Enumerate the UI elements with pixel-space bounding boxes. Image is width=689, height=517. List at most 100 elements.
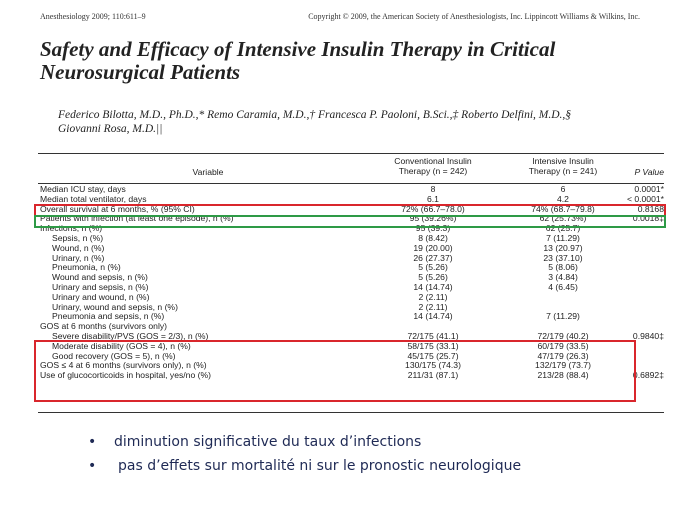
row-conventional: 14 (14.74) <box>413 311 453 322</box>
table-row: Patients with infection (at least one ep… <box>38 214 664 224</box>
table-row: Urinary and wound, n (%) 2 (2.11) <box>38 291 664 303</box>
journal-header: Anesthesiology 2009; 110:611–9 Copyright… <box>40 12 640 26</box>
row-intensive: 132/179 (73.7) <box>535 360 591 371</box>
citation: Anesthesiology 2009; 110:611–9 <box>40 12 146 21</box>
table-row: Median ICU stay, days 8 6 0.0001* <box>38 184 664 195</box>
row-label: Pneumonia and sepsis, n (%) <box>52 311 165 322</box>
row-conventional: 6.1 <box>427 193 439 204</box>
row-conventional: 5 (5.26) <box>418 262 448 273</box>
row-intensive: 4.2 <box>557 193 569 204</box>
bullet-text: pas d’effets sur mortalité ni sur le pro… <box>118 458 522 474</box>
table-row: Median total ventilator, days 6.1 4.2 < 0.0… <box>38 193 664 205</box>
row-conventional: 8 <box>430 184 436 194</box>
row-pvalue: 0.6892‡ <box>632 370 664 381</box>
bullet-text: diminution significative du taux d’infec… <box>114 434 422 450</box>
table-row: Wound and sepsis, n (%) 5 (5.26) 3 (4.84) <box>38 272 664 283</box>
row-intensive: 74% (68.7–79.8) <box>531 203 595 214</box>
col-conventional: Conventional Insulin Therapy (n = 242) <box>378 156 488 176</box>
row-label: Patients with infection (at least one ep… <box>40 213 234 224</box>
row-conventional: 211/31 (87.1) <box>407 370 459 381</box>
table-row: Wound, n (%) 19 (20.00) 13 (20.97) <box>38 242 664 254</box>
row-label: GOS ≤ 4 at 6 months (survivors only), n … <box>40 360 207 371</box>
authors-line-2: Giovanni Rosa, M.D.|| <box>58 123 163 135</box>
col-conventional-line1: Conventional Insulin <box>394 156 472 166</box>
row-pvalue: 0.0018‡ <box>632 213 664 224</box>
col-intensive-line1: Intensive Insulin <box>532 156 594 166</box>
row-label: Wound and sepsis, n (%) <box>52 272 148 283</box>
row-pvalue: 0.0001* <box>634 184 664 194</box>
row-conventional: 26 (27.37) <box>413 252 453 263</box>
row-conventional: 14 (14.74) <box>413 281 453 292</box>
article-title: Safety and Efficacy of Intensive Insulin… <box>40 38 660 84</box>
table-top-rule <box>38 153 664 154</box>
row-pvalue: 0.8168 <box>637 203 664 214</box>
col-pvalue: P Value <box>634 167 664 177</box>
col-variable: Variable <box>192 167 224 177</box>
row-label: Urinary and sepsis, n (%) <box>52 281 149 292</box>
row-label: Pneumonia, n (%) <box>52 262 121 273</box>
bullet-item: • diminution significative du taux d’infe… <box>88 430 668 454</box>
copyright: Copyright © 2009, the American Society o… <box>308 12 640 21</box>
row-label: Wound, n (%) <box>52 242 105 253</box>
row-intensive: 5 (8.06) <box>548 262 578 273</box>
col-intensive: Intensive Insulin Therapy (n = 241) <box>508 156 618 176</box>
table-row: Pneumonia, n (%) 5 (5.26) 5 (8.06) <box>38 263 664 273</box>
table-bottom-rule <box>38 412 664 413</box>
row-conventional: 95 (39.3) <box>415 223 451 234</box>
row-conventional: 72/175 (41.1) <box>407 330 459 341</box>
authors-line-1: Federico Bilotta, M.D., Ph.D.,* Remo Car… <box>58 109 572 121</box>
table-row: Urinary, wound and sepsis, n (%) 2 (2.11) <box>38 301 664 313</box>
table-row: Good recovery (GOS = 5), n (%) 45/175 (25… <box>38 350 664 362</box>
table-body: Median ICU stay, days 8 6 0.0001* Median tot… <box>38 184 664 381</box>
row-label: Severe disability/PVS (GOS = 2/3), n (%) <box>52 330 209 341</box>
row-intensive: 60/179 (33.5) <box>537 340 589 351</box>
bullet-list: • diminution significative du taux d’infe… <box>88 430 668 478</box>
row-conventional: 2 (2.11) <box>418 301 448 312</box>
row-label: Sepsis, n (%) <box>52 232 104 243</box>
row-label: Median total ventilator, days <box>40 193 147 204</box>
row-label: Infections, n (%) <box>40 223 103 234</box>
row-label: Urinary, wound and sepsis, n (%) <box>52 301 178 312</box>
row-label: GOS at 6 months (survivors only) <box>40 321 168 332</box>
authors: Federico Bilotta, M.D., Ph.D.,* Remo Car… <box>58 108 618 136</box>
table-row: Use of glucocorticoids in hospital, yes/… <box>38 370 664 381</box>
row-conventional: 95 (39.26%) <box>409 213 457 224</box>
row-intensive: 13 (20.97) <box>543 242 583 253</box>
row-pvalue: < 0.0001* <box>626 193 664 204</box>
row-intensive: 7 (11.29) <box>546 311 580 322</box>
row-label: Use of glucocorticoids in hospital, yes/… <box>40 370 211 381</box>
table-row: Pneumonia and sepsis, n (%) 14 (14.74) 7 (… <box>38 312 664 322</box>
row-label: Moderate disability (GOS = 4), n (%) <box>52 340 191 351</box>
row-label: Good recovery (GOS = 5), n (%) <box>52 350 176 361</box>
table-row: Overall survival at 6 months, % (95% CI)… <box>38 203 664 215</box>
title-line-2: Neurosurgical Patients <box>40 60 241 84</box>
row-conventional: 58/175 (33.1) <box>407 340 459 351</box>
table-row: Sepsis, n (%) 8 (8.42) 7 (11.29) <box>38 232 664 244</box>
row-intensive: 6 <box>560 184 566 194</box>
row-intensive: 213/28 (88.4) <box>537 370 589 381</box>
row-intensive: 62 (25.73%) <box>539 213 587 224</box>
table-header-rule <box>38 183 664 184</box>
col-conventional-line2: Therapy (n = 242) <box>398 166 468 176</box>
table-row: GOS ≤ 4 at 6 months (survivors only), n … <box>38 361 664 371</box>
table-header: Variable Conventional Insulin Therapy (n… <box>38 155 664 185</box>
title-line-1: Safety and Efficacy of Intensive Insulin… <box>40 37 556 61</box>
table-row: Urinary, n (%) 26 (27.37) 23 (37.10) <box>38 252 664 264</box>
row-conventional: 8 (8.42) <box>418 232 448 243</box>
table-row: Urinary and sepsis, n (%) 14 (14.74) 4 (6.… <box>38 281 664 293</box>
highlight-box-infection <box>34 215 666 228</box>
col-intensive-line2: Therapy (n = 241) <box>528 166 598 176</box>
row-conventional: 5 (5.26) <box>418 272 448 283</box>
row-conventional: 19 (20.00) <box>413 242 453 253</box>
row-conventional: 130/175 (74.3) <box>405 360 461 371</box>
row-conventional: 45/175 (25.7) <box>407 350 459 361</box>
table-row: Severe disability/PVS (GOS = 2/3), n (%)… <box>38 330 664 342</box>
bullet-dot-icon: • <box>88 458 97 474</box>
row-intensive: 62 (25.7) <box>545 223 581 234</box>
table-row: Moderate disability (GOS = 4), n (%) 58/1… <box>38 340 664 352</box>
row-conventional: 2 (2.11) <box>418 291 448 302</box>
row-label: Urinary, n (%) <box>52 252 105 263</box>
row-pvalue: 0.9840‡ <box>632 330 664 341</box>
bullet-dot-icon: • <box>88 434 97 450</box>
bullet-item: • pas d’effets sur mortalité ni sur le pr… <box>88 454 668 478</box>
